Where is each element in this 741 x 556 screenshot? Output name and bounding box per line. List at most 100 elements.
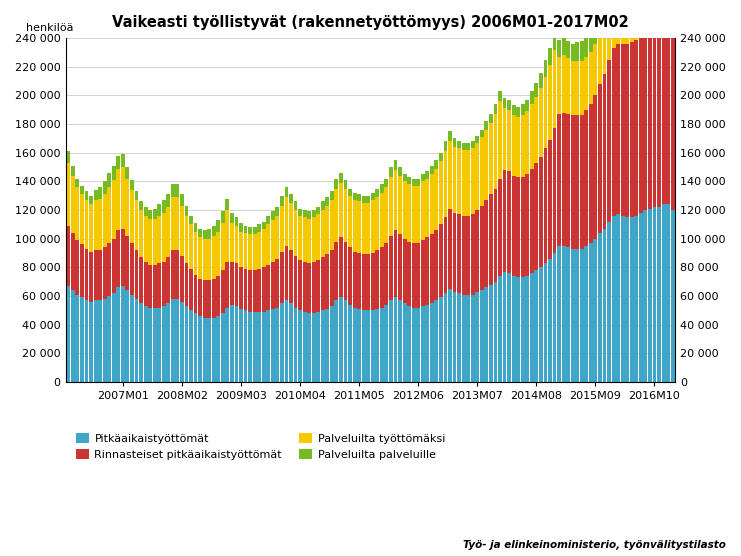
Bar [148,307,152,382]
Bar [189,269,193,310]
Bar [103,194,107,247]
Bar [135,250,139,299]
Bar [135,299,139,382]
Bar [589,28,593,52]
Bar [308,211,311,219]
Bar [585,110,588,246]
Bar [112,239,116,293]
Bar [239,223,243,231]
Bar [525,100,529,111]
Bar [334,188,339,242]
Bar [602,74,606,229]
Bar [67,151,70,163]
Bar [230,305,234,382]
Bar [398,167,402,176]
Bar [121,167,124,229]
Bar [112,293,116,382]
Bar [462,216,465,295]
Bar [257,312,261,382]
Bar [276,307,279,382]
Bar [380,193,384,247]
Bar [253,235,256,270]
Bar [416,243,420,307]
Legend: Pitkäaikaistyöttömät, Rinnasteiset pitkäaikaistyöttömät, Palveluilta työttömäksi: Pitkäaikaistyöttömät, Rinnasteiset pitkä… [71,429,450,464]
Bar [543,148,548,263]
Bar [580,41,584,61]
Bar [339,173,343,183]
Bar [212,226,216,236]
Bar [475,136,479,143]
Bar [516,107,520,117]
Bar [594,239,597,382]
Bar [575,116,579,249]
Bar [412,178,416,186]
Bar [553,128,556,253]
Bar [207,317,211,382]
Bar [325,206,329,255]
Bar [607,59,611,221]
Bar [207,229,211,239]
Bar [421,181,425,240]
Bar [107,243,111,296]
Bar [480,290,484,382]
Bar [634,216,638,382]
Bar [253,270,256,312]
Bar [293,210,297,256]
Bar [198,229,202,237]
Bar [344,188,348,242]
Bar [421,306,425,382]
Bar [334,178,339,188]
Bar [457,293,461,382]
Bar [589,104,593,243]
Bar [80,194,84,245]
Bar [548,259,552,382]
Bar [302,262,307,312]
Bar [630,217,634,382]
Bar [321,310,325,382]
Bar [344,242,348,300]
Bar [434,168,439,230]
Bar [434,230,439,300]
Bar [657,207,661,382]
Bar [566,58,570,114]
Bar [370,200,375,253]
Bar [348,305,352,382]
Bar [357,309,361,382]
Bar [530,91,534,104]
Bar [575,61,579,116]
Bar [557,57,561,114]
Bar [180,302,184,382]
Bar [225,307,229,382]
Bar [285,187,288,197]
Bar [189,225,193,269]
Bar [489,123,493,194]
Bar [362,255,365,310]
Bar [585,35,588,57]
Bar [471,148,475,215]
Bar [494,114,497,188]
Bar [99,250,102,300]
Bar [485,121,488,130]
Bar [671,210,674,382]
Bar [475,292,479,382]
Bar [539,157,543,267]
Bar [248,270,252,312]
Text: Työ- ja elinkeinoministerio, työnvälitystilasto: Työ- ja elinkeinoministerio, työnvälitys… [463,540,726,550]
Bar [607,221,611,382]
Bar [298,208,302,216]
Bar [230,223,234,262]
Bar [339,183,343,237]
Bar [276,259,279,307]
Bar [244,233,247,269]
Bar [167,207,170,257]
Bar [248,312,252,382]
Bar [330,306,333,382]
Bar [402,174,407,181]
Bar [366,203,370,255]
Bar [512,276,516,382]
Bar [494,188,497,282]
Bar [230,262,234,305]
Bar [393,230,397,297]
Bar [212,317,216,382]
Bar [548,66,552,140]
